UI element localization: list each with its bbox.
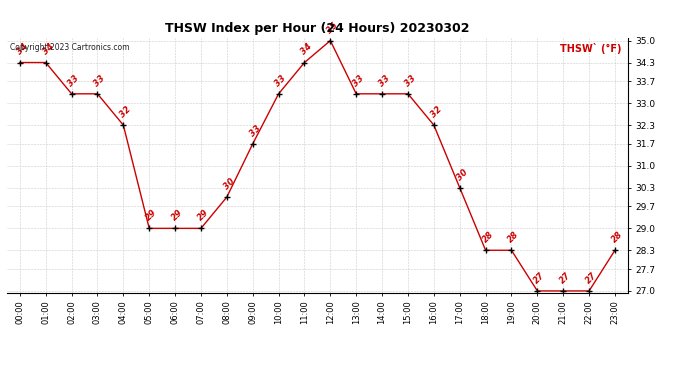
- Title: THSW Index per Hour (24 Hours) 20230302: THSW Index per Hour (24 Hours) 20230302: [165, 22, 470, 35]
- Text: 28: 28: [610, 230, 624, 244]
- Text: 27: 27: [584, 271, 599, 285]
- Text: 28: 28: [506, 230, 521, 244]
- Text: 34: 34: [299, 42, 314, 57]
- Text: THSW` (°F): THSW` (°F): [560, 43, 622, 54]
- Text: 33: 33: [66, 74, 81, 88]
- Text: 34: 34: [14, 42, 30, 57]
- Text: 32: 32: [118, 105, 133, 120]
- Text: 27: 27: [532, 271, 547, 285]
- Text: 28: 28: [480, 230, 495, 244]
- Text: 34: 34: [41, 42, 55, 57]
- Text: 33: 33: [92, 74, 107, 88]
- Text: 33: 33: [403, 74, 417, 88]
- Text: 33: 33: [377, 74, 392, 88]
- Text: 27: 27: [558, 271, 573, 285]
- Text: 29: 29: [144, 208, 159, 223]
- Text: 30: 30: [455, 167, 469, 182]
- Text: 32: 32: [428, 105, 444, 120]
- Text: 30: 30: [221, 177, 237, 192]
- Text: 33: 33: [351, 74, 366, 88]
- Text: 29: 29: [170, 208, 185, 223]
- Text: Copyright 2023 Cartronics.com: Copyright 2023 Cartronics.com: [10, 43, 130, 52]
- Text: 33: 33: [248, 124, 262, 138]
- Text: 33: 33: [273, 74, 288, 88]
- Text: 29: 29: [196, 208, 210, 223]
- Text: 35: 35: [325, 20, 340, 35]
